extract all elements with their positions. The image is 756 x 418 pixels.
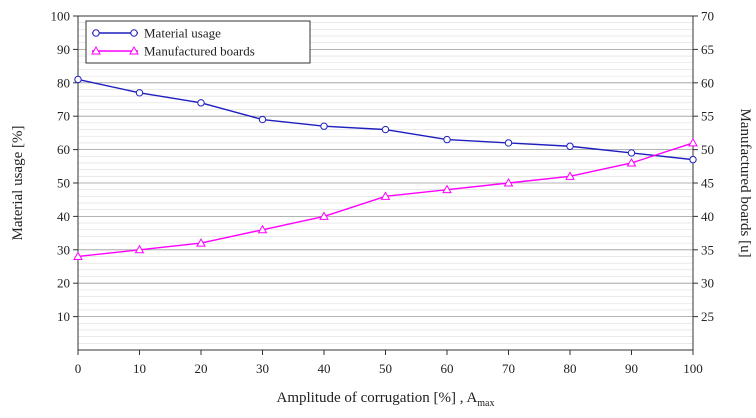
data-point-material-usage: [504, 139, 513, 147]
legend: Material usage Manufactured boards: [85, 20, 311, 64]
y-left-tick-label: 20: [57, 276, 70, 291]
data-point-material-usage: [320, 122, 328, 130]
data-point-manufactured-boards: [565, 171, 575, 180]
data-point-manufactured-boards: [257, 224, 268, 234]
data-point-material-usage: [443, 135, 451, 144]
y-left-tick-label: 100: [51, 9, 71, 24]
y-right-tick-label: 25: [701, 309, 714, 324]
x-tick-label: 70: [502, 361, 515, 376]
legend-entry: Material usage: [92, 26, 221, 41]
x-tick-label: 50: [379, 361, 392, 376]
y-axis-left-label: Material usage [%]: [10, 126, 26, 241]
minor-gridlines: [78, 22, 693, 344]
y-axis-right-label: Manufactured boards [u]: [737, 108, 753, 257]
series-material-usage: [74, 75, 697, 164]
x-tick-label: 0: [75, 361, 82, 376]
data-point-manufactured-boards: [380, 191, 391, 200]
legend-marker: [130, 29, 138, 37]
data-point-manufactured-boards: [503, 177, 514, 187]
series-manufactured-boards: [73, 137, 698, 260]
legend-label: Manufactured boards: [144, 44, 255, 59]
y-left-tick-label: 50: [57, 176, 70, 191]
x-axis-label-main: Amplitude of corrugation [%] , A: [276, 390, 477, 406]
legend-marker: [92, 29, 100, 37]
major-gridlines: [78, 49, 693, 318]
data-point-manufactured-boards: [73, 251, 83, 260]
legend-box: [85, 20, 311, 64]
x-tick-label: 90: [625, 361, 638, 376]
legend-marker: [91, 45, 101, 55]
data-point-manufactured-boards: [442, 184, 452, 194]
data-point-manufactured-boards: [626, 157, 637, 167]
data-point-material-usage: [135, 89, 144, 97]
y-left-tick-label: 70: [57, 109, 70, 124]
data-point-material-usage: [566, 142, 574, 150]
data-point-material-usage: [197, 99, 205, 107]
y-left-tick-label: 60: [57, 142, 70, 157]
series-line-material-usage: [77, 78, 694, 161]
y-right-tick-label: 35: [701, 242, 714, 257]
y-left-tick-label: 30: [57, 242, 70, 257]
y-right-tick-label: 55: [701, 109, 714, 124]
legend-entry: Manufactured boards: [91, 44, 255, 59]
axis-ticks: 0 10 20 30 40 50 60 70 80 90 100 10 20 30 40 50 60 70 80 90…: [51, 9, 715, 377]
data-point-material-usage: [627, 149, 636, 157]
x-tick-label: 80: [564, 361, 577, 376]
legend-label: Material usage: [144, 26, 221, 41]
y-left-tick-label: 40: [57, 209, 70, 224]
y-right-tick-label: 30: [701, 276, 714, 291]
legend-marker: [129, 45, 139, 55]
data-point-material-usage: [258, 115, 267, 124]
y-left-tick-label: 10: [57, 309, 70, 324]
x-tick-label: 40: [318, 361, 331, 376]
y-left-tick-label: 80: [57, 75, 70, 90]
x-tick-label: 30: [256, 361, 269, 376]
y-right-tick-label: 65: [701, 42, 714, 57]
data-point-manufactured-boards: [196, 238, 206, 247]
data-point-manufactured-boards: [134, 244, 145, 254]
x-tick-label: 100: [683, 361, 703, 376]
data-point-manufactured-boards: [319, 211, 329, 220]
series-layer: [73, 75, 698, 260]
y-right-tick-label: 50: [701, 142, 714, 157]
x-axis-label-subscript: max: [477, 398, 494, 409]
y-right-tick-label: 40: [701, 209, 714, 224]
data-point-manufactured-boards: [688, 137, 698, 147]
y-right-tick-label: 60: [701, 75, 714, 90]
x-tick-label: 10: [133, 361, 146, 376]
x-tick-label: 20: [195, 361, 208, 376]
y-left-tick-label: 90: [57, 42, 70, 57]
y-right-tick-label: 70: [701, 9, 714, 24]
x-axis-label: Amplitude of corrugation [%] , Amax: [276, 390, 494, 409]
data-point-material-usage: [381, 125, 390, 134]
data-point-material-usage: [689, 155, 697, 164]
data-point-material-usage: [74, 75, 82, 84]
x-tick-label: 60: [441, 361, 454, 376]
y-right-tick-label: 45: [701, 176, 714, 191]
